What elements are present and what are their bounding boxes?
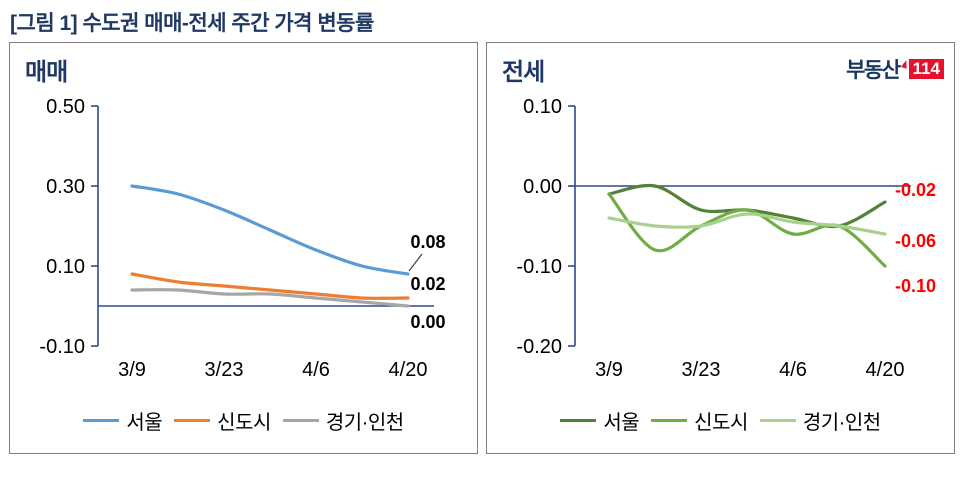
- series-line-서울: [606, 183, 887, 229]
- brand-logo: 부동산 114: [846, 54, 944, 84]
- figure-title: [그림 1] 수도권 매매-전세 주간 가격 변동률: [10, 12, 374, 35]
- brand-badge: 114: [908, 59, 944, 79]
- legend-label: 서울: [126, 412, 163, 434]
- brand-name: 부동산: [846, 59, 901, 82]
- jeonse-panel: 전세 부동산 114 0.10 0.00 -0.10 -0.20 3/9 3/23 4/6 4…: [486, 42, 955, 454]
- y-tick-label: -0.10: [39, 336, 85, 358]
- x-tick-label: 3/23: [681, 359, 720, 381]
- data-label: 0.00: [410, 312, 445, 332]
- legend-item-경기·인천: 경기·인천: [282, 406, 404, 435]
- legend-swatch: [759, 419, 796, 422]
- legend-item-서울: 서울: [560, 406, 640, 435]
- sale-panel: 매매 0.50 0.30 0.10 -0.10 3/9 3/23 4/6 4/20 0.08 0.…: [9, 42, 478, 454]
- series-line-서울: [129, 184, 410, 276]
- y-tick-label: -0.20: [516, 336, 562, 358]
- figure: [그림 1] 수도권 매매-전세 주간 가격 변동률 매매 0.50 0.30 0.…: [0, 7, 968, 454]
- x-tick-label: 3/9: [595, 359, 623, 381]
- x-tick-label: 4/6: [302, 359, 330, 381]
- x-tick-label: 4/6: [779, 359, 807, 381]
- legend-label: 서울: [603, 412, 640, 434]
- legend-item-신도시: 신도시: [651, 406, 748, 435]
- data-label: -0.02: [895, 180, 936, 200]
- legend-swatch: [83, 419, 120, 422]
- data-label: -0.10: [895, 276, 936, 296]
- sale-line-chart: 0.50 0.30 0.10 -0.10 3/9 3/23 4/6 4/20 0.08 0.02 0…: [39, 96, 445, 381]
- x-tick-label: 3/23: [204, 359, 243, 381]
- legend-label: 경기·인천: [325, 412, 404, 434]
- series-line-경기·인천: [129, 288, 410, 308]
- label-leader-line: [408, 253, 422, 272]
- jeonse-panel-header: 전세 부동산 114: [487, 43, 954, 86]
- data-label: -0.06: [895, 231, 936, 251]
- y-tick-label: 0.50: [46, 96, 85, 118]
- legend-swatch: [651, 419, 688, 422]
- x-tick-label: 3/9: [118, 359, 146, 381]
- legend-label: 경기·인천: [802, 412, 881, 434]
- sale-legend: 서울 신도시 경기·인천: [10, 406, 477, 435]
- series-line-신도시: [129, 272, 410, 300]
- data-label: 0.02: [410, 274, 445, 294]
- x-tick-label: 4/20: [865, 359, 904, 381]
- legend-label: 신도시: [217, 412, 271, 434]
- legend-swatch: [560, 419, 597, 422]
- legend-item-서울: 서울: [83, 406, 163, 435]
- y-tick-label: -0.10: [516, 256, 562, 278]
- chart-panels: 매매 0.50 0.30 0.10 -0.10 3/9 3/23 4/6 4/20 0.08 0.…: [0, 42, 968, 454]
- brand-tick-icon: [900, 59, 909, 69]
- sale-panel-title: 매매: [25, 59, 68, 86]
- x-tick-label: 4/20: [388, 359, 427, 381]
- jeonse-legend: 서울 신도시 경기·인천: [487, 406, 954, 435]
- legend-swatch: [174, 419, 211, 422]
- jeonse-line-chart: 0.10 0.00 -0.10 -0.20 3/9 3/23 4/6 4/20 -0.02 -0.…: [516, 96, 936, 381]
- y-tick-label: 0.10: [523, 96, 562, 118]
- legend-label: 신도시: [694, 412, 748, 434]
- y-tick-label: 0.30: [46, 176, 85, 198]
- data-label: 0.08: [410, 232, 445, 252]
- y-tick-label: 0.10: [46, 256, 85, 278]
- legend-item-신도시: 신도시: [174, 406, 271, 435]
- sale-panel-header: 매매: [10, 43, 477, 86]
- legend-swatch: [282, 419, 319, 422]
- legend-item-경기·인천: 경기·인천: [759, 406, 881, 435]
- series-line-경기·인천: [606, 212, 887, 236]
- y-tick-label: 0.00: [523, 176, 562, 198]
- jeonse-panel-title: 전세: [502, 59, 545, 86]
- series-line-신도시: [606, 192, 887, 268]
